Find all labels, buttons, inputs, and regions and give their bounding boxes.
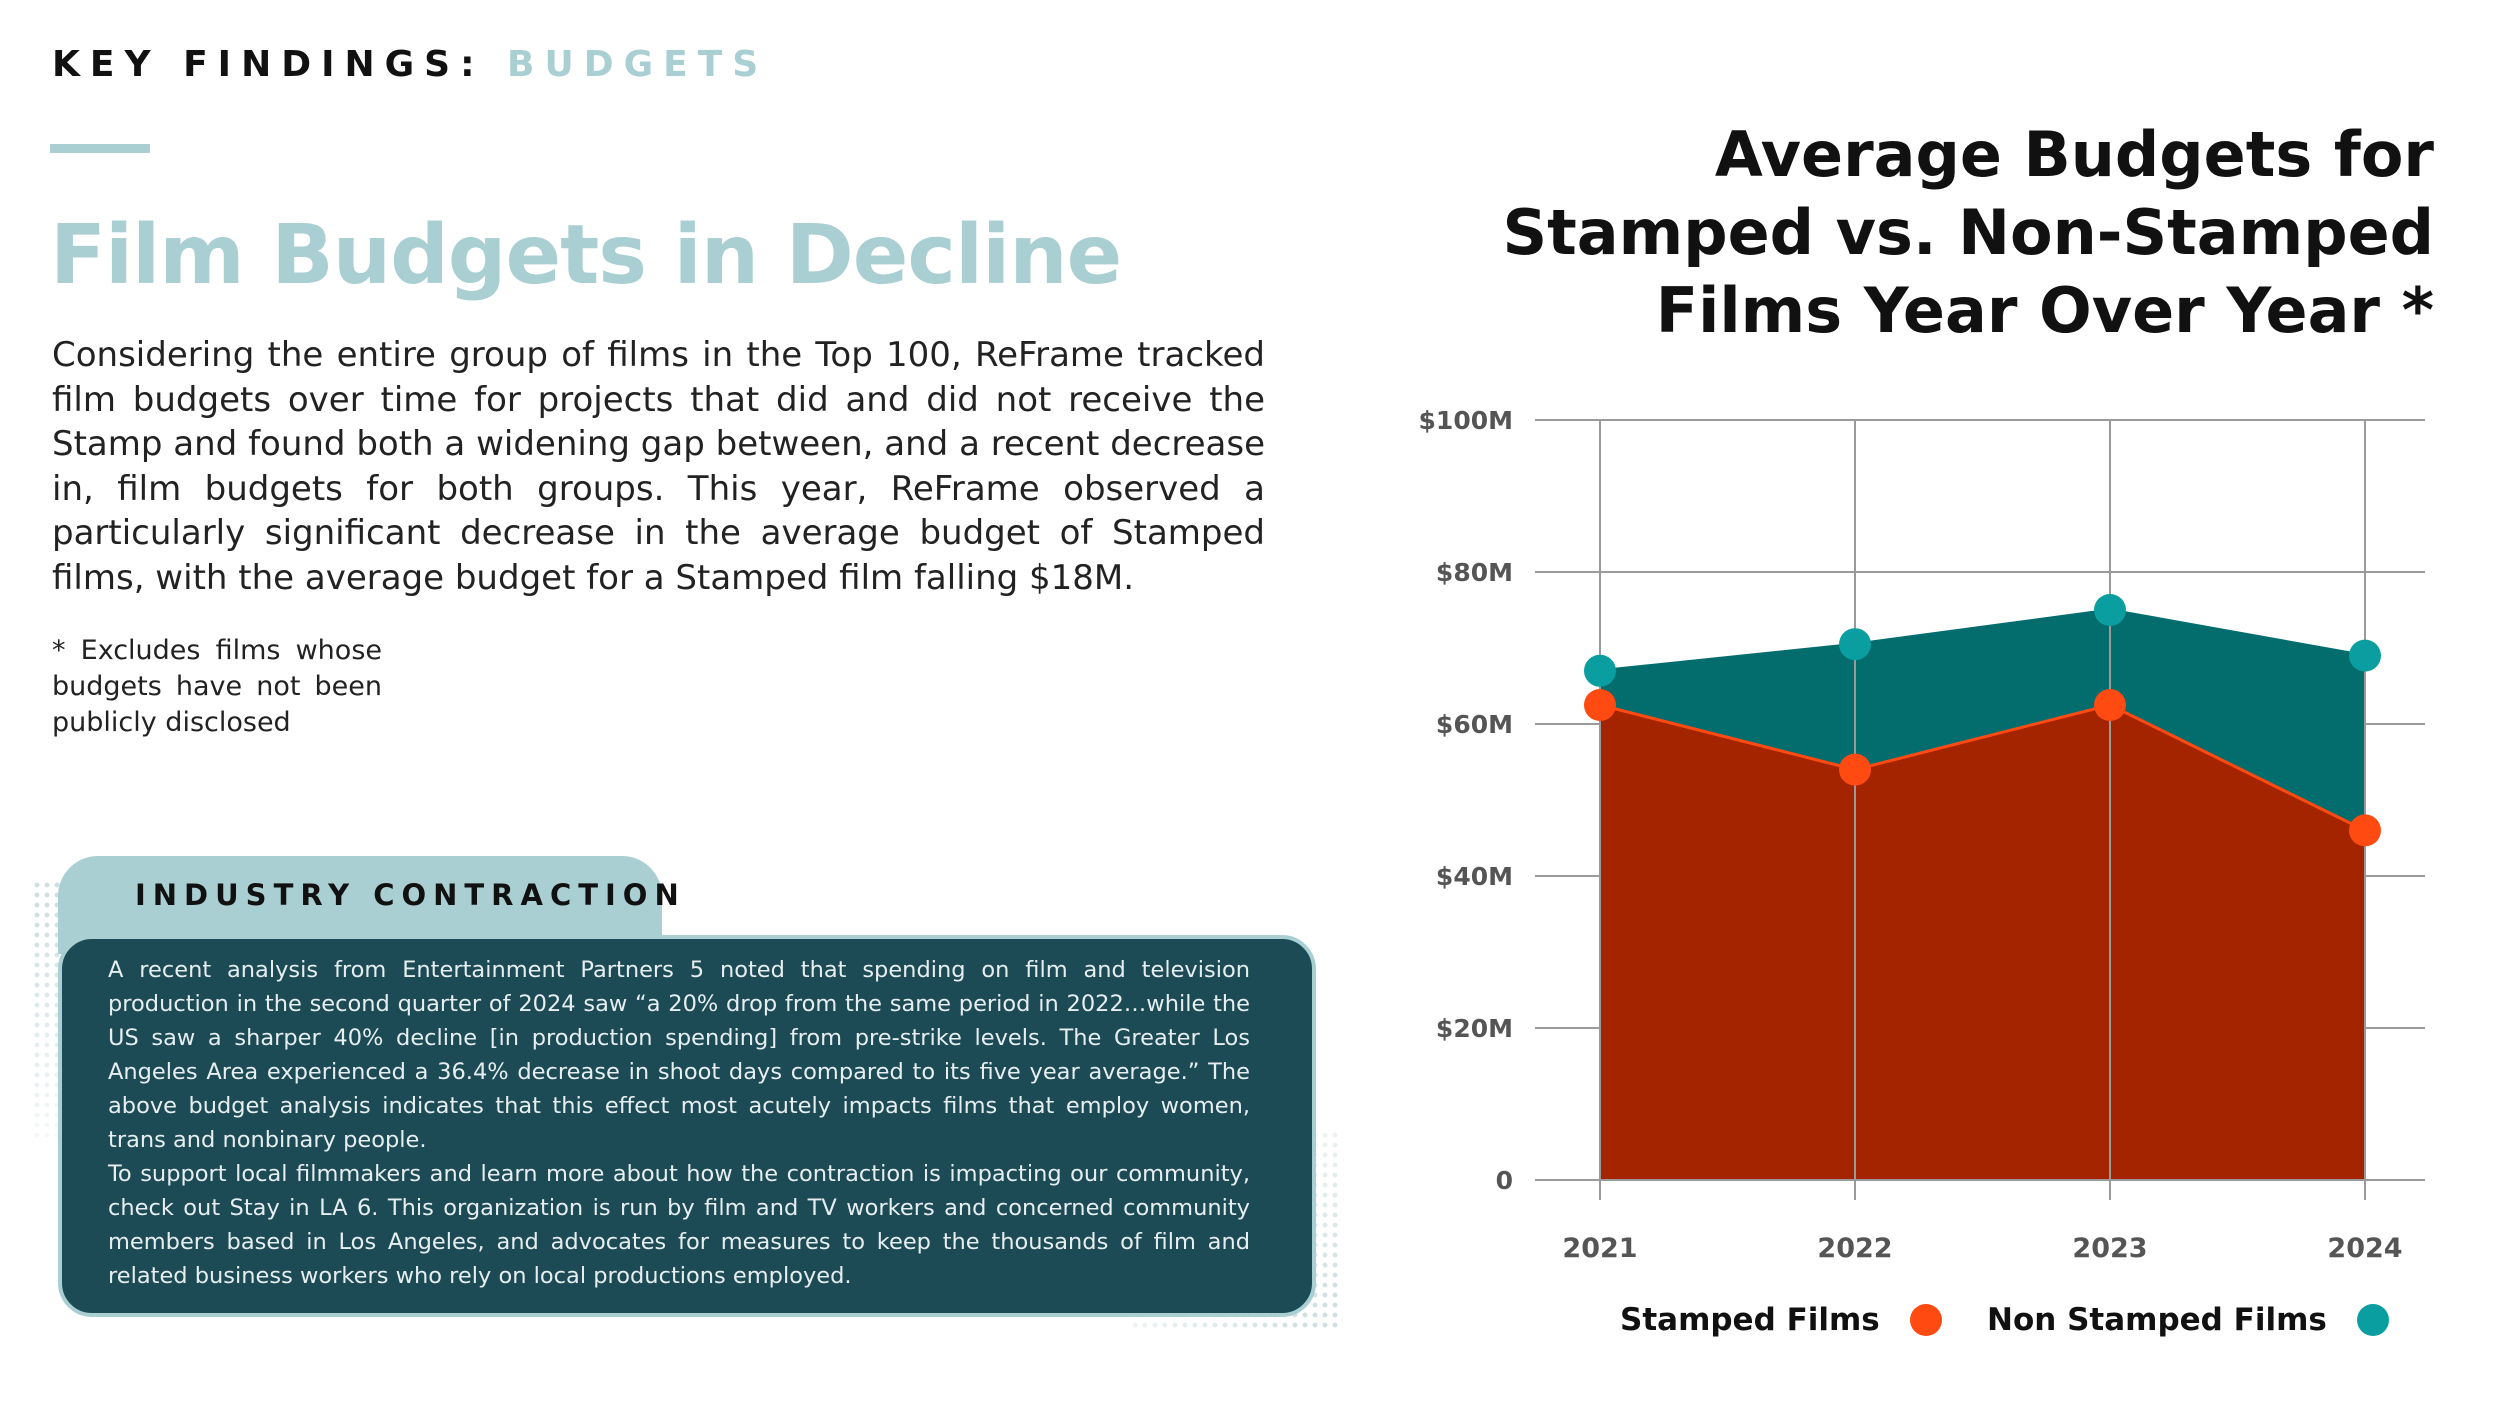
point-stamped-2024 xyxy=(2349,814,2381,847)
y-tick-label-5: $100M xyxy=(1419,406,1513,435)
kicker-accent: BUDGETS xyxy=(507,44,769,85)
x-tick-label-2021: 2021 xyxy=(1562,1233,1637,1264)
point-non-stamped-2024 xyxy=(2349,639,2381,672)
panel-text: A recent analysis from Entertainment Par… xyxy=(108,953,1250,1293)
legend-stamped: Stamped Films xyxy=(1620,1302,1942,1338)
point-non-stamped-2022 xyxy=(1839,628,1871,661)
point-non-stamped-2023 xyxy=(2094,594,2126,626)
section-kicker: KEY FINDINGS: BUDGETS xyxy=(52,44,768,85)
point-stamped-2022 xyxy=(1839,753,1871,786)
x-tick-label-2022: 2022 xyxy=(1817,1233,1892,1264)
y-tick-label-4: $80M xyxy=(1436,558,1513,587)
legend-label-stamped: Stamped Films xyxy=(1620,1302,1880,1338)
panel-paragraph-2: To support local filmmakers and learn mo… xyxy=(108,1161,1250,1289)
y-tick-label-3: $60M xyxy=(1436,710,1513,739)
area-chart: 0 $20M $40M $60M $80M $100M 2021 2022 2023 2024 xyxy=(1419,406,2425,1264)
accent-rule xyxy=(50,144,150,153)
legend-non-stamped: Non Stamped Films xyxy=(1987,1302,2389,1338)
x-tick-label-2023: 2023 xyxy=(2072,1233,2147,1264)
industry-contraction-panel xyxy=(58,935,1316,1317)
legend-label-non-stamped: Non Stamped Films xyxy=(1987,1302,2327,1338)
area-stamped xyxy=(1600,705,2365,1180)
body-paragraph: Considering the entire group of films in… xyxy=(52,335,1265,598)
footnote: * Excludes films whose budgets have not … xyxy=(52,635,382,738)
y-tick-label-2: $40M xyxy=(1436,862,1513,891)
x-tick-label-2024: 2024 xyxy=(2327,1233,2402,1264)
chart-title-line-2: Stamped vs. Non-Stamped xyxy=(1502,196,2434,269)
line-non-stamped xyxy=(1599,608,2366,673)
point-non-stamped-2021 xyxy=(1584,654,1616,687)
panel-paragraph-1: A recent analysis from Entertainment Par… xyxy=(108,957,1250,1153)
chart-title: Average Budgets for Stamped vs. Non-Stam… xyxy=(1503,116,2434,350)
line-stamped xyxy=(1599,703,2366,832)
legend-dot-stamped xyxy=(1909,1304,1942,1336)
page-headline: Film Budgets in Decline xyxy=(50,208,1122,303)
panel-tab-label: INDUSTRY CONTRACTION xyxy=(135,878,686,912)
point-stamped-2023 xyxy=(2094,689,2126,721)
chart-title-line-3: Films Year Over Year * xyxy=(1655,274,2434,347)
point-stamped-2021 xyxy=(1584,689,1616,721)
y-tick-label-0: 0 xyxy=(1496,1166,1513,1195)
y-tick-label-1: $20M xyxy=(1436,1014,1513,1043)
legend-dot-non-stamped xyxy=(2356,1304,2389,1336)
kicker-label: KEY FINDINGS: xyxy=(52,44,485,85)
chart-title-line-1: Average Budgets for xyxy=(1714,118,2434,191)
